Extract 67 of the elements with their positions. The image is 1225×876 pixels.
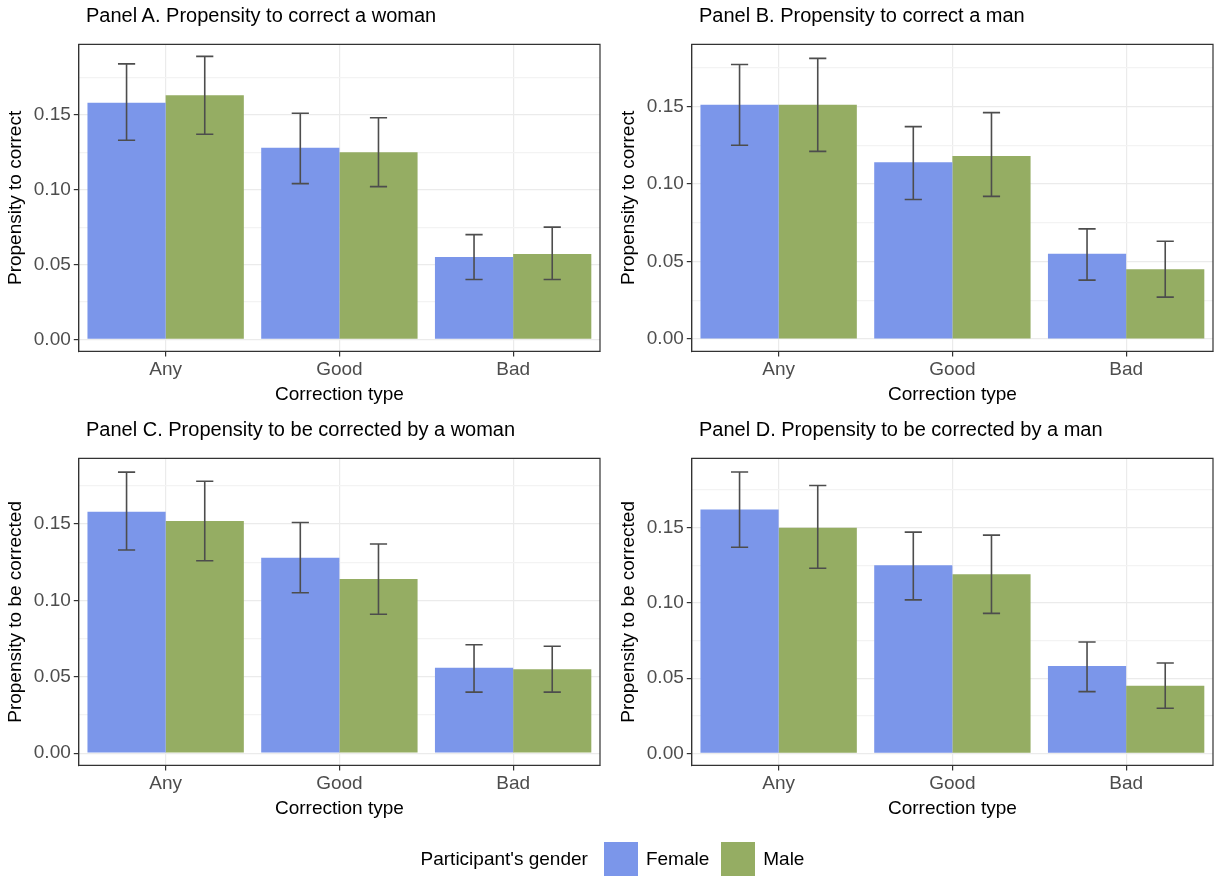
legend-title: Participant's gender xyxy=(420,848,588,870)
bar xyxy=(165,521,244,753)
bar xyxy=(700,104,779,339)
bar xyxy=(261,557,340,753)
legend-label: Male xyxy=(763,848,805,870)
bar xyxy=(165,95,244,339)
chart-title: Panel C. Propensity to be corrected by a woman xyxy=(86,418,516,441)
x-tick-label: Any xyxy=(762,358,796,380)
bar xyxy=(1047,253,1127,339)
bar xyxy=(1126,269,1205,339)
y-axis-title: Propensity to correct xyxy=(616,110,638,286)
y-tick-label: 0.10 xyxy=(646,591,684,613)
y-axis-title: Propensity to correct xyxy=(3,110,25,286)
x-tick-label: Good xyxy=(316,772,363,794)
bar xyxy=(261,147,340,339)
bar xyxy=(513,669,592,753)
bar xyxy=(952,156,1031,339)
y-tick-label: 0.10 xyxy=(33,177,71,199)
y-tick-label: 0.15 xyxy=(646,515,684,537)
y-tick-label: 0.10 xyxy=(33,588,71,610)
x-tick-label: Good xyxy=(316,358,363,380)
y-tick-label: 0.00 xyxy=(33,327,71,349)
bar xyxy=(87,511,166,753)
bar xyxy=(513,254,592,339)
x-tick-label: Good xyxy=(929,772,976,794)
legend-label: Female xyxy=(645,848,710,870)
bar xyxy=(778,527,857,753)
y-tick-label: 0.15 xyxy=(646,94,684,116)
x-tick-label: Bad xyxy=(496,358,531,380)
y-tick-label: 0.05 xyxy=(646,249,684,271)
bar xyxy=(1047,666,1127,753)
y-tick-label: 0.00 xyxy=(646,327,684,349)
y-tick-label: 0.15 xyxy=(33,103,71,125)
y-tick-label: 0.05 xyxy=(33,252,71,274)
chart-title: Panel B. Propensity to correct a man xyxy=(699,4,1025,27)
x-axis-title: Correction type xyxy=(274,796,404,818)
bar xyxy=(1126,685,1205,753)
bar xyxy=(874,162,953,339)
x-tick-label: Any xyxy=(149,772,183,794)
y-tick-label: 0.15 xyxy=(33,512,71,534)
bar xyxy=(339,152,418,339)
y-tick-label: 0.10 xyxy=(646,172,684,194)
bar xyxy=(434,667,514,753)
x-tick-label: Bad xyxy=(1109,358,1144,380)
bar xyxy=(778,104,857,339)
y-axis-title: Propensity to be corrected xyxy=(616,501,638,723)
y-tick-label: 0.00 xyxy=(33,741,71,763)
chart-title: Panel D. Propensity to be corrected by a man xyxy=(699,418,1103,441)
x-tick-label: Any xyxy=(149,358,183,380)
bar xyxy=(874,565,953,753)
x-axis-title: Correction type xyxy=(887,382,1017,404)
bar xyxy=(700,509,779,753)
bar xyxy=(87,102,166,339)
chart-title: Panel A. Propensity to correct a woman xyxy=(86,4,437,27)
x-axis-title: Correction type xyxy=(887,796,1017,818)
y-tick-label: 0.05 xyxy=(646,666,684,688)
y-tick-label: 0.00 xyxy=(646,741,684,763)
x-tick-label: Bad xyxy=(496,772,531,794)
x-tick-label: Good xyxy=(929,358,976,380)
y-axis-title: Propensity to be corrected xyxy=(3,501,25,723)
bar xyxy=(952,574,1031,753)
bar xyxy=(434,257,514,339)
bar xyxy=(339,579,418,753)
x-axis-title: Correction type xyxy=(274,382,404,404)
x-tick-label: Bad xyxy=(1109,772,1144,794)
x-tick-label: Any xyxy=(762,772,796,794)
y-tick-label: 0.05 xyxy=(33,665,71,687)
